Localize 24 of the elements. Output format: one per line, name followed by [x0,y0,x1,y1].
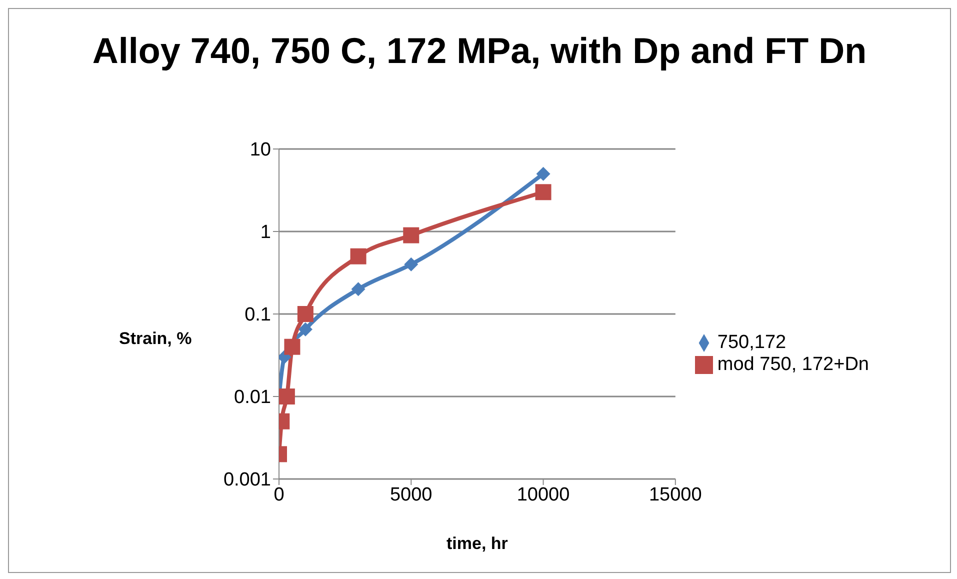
point [284,338,300,355]
point [404,257,418,272]
point [279,388,295,404]
point [297,306,314,322]
point [403,227,420,244]
x-tick-label: 5000 [390,484,432,506]
y-tick-label: 0.001 [223,470,271,491]
x-tick-label: 10000 [516,484,570,506]
point [535,184,552,200]
legend-label: 750,172 [717,332,786,353]
y-tick-label: 1 [260,222,271,244]
point [350,248,366,264]
y-axis-title: Strain, % [119,329,192,349]
y-tick-label: 0.1 [244,304,271,326]
point [298,322,312,336]
x-axis-title: time, hr [446,534,508,553]
point [351,282,366,296]
x-tick-label: 15000 [648,484,702,506]
y-tick-label: 10 [250,140,271,161]
y-tick-label: 0.01 [234,387,271,408]
legend-label: mod 750, 172+Dn [717,354,869,375]
point [536,166,550,181]
x-tick-label: 0 [274,484,284,506]
chart-title: Alloy 740, 750 C, 172 MPa, with Dp and FT Dn [91,29,868,73]
